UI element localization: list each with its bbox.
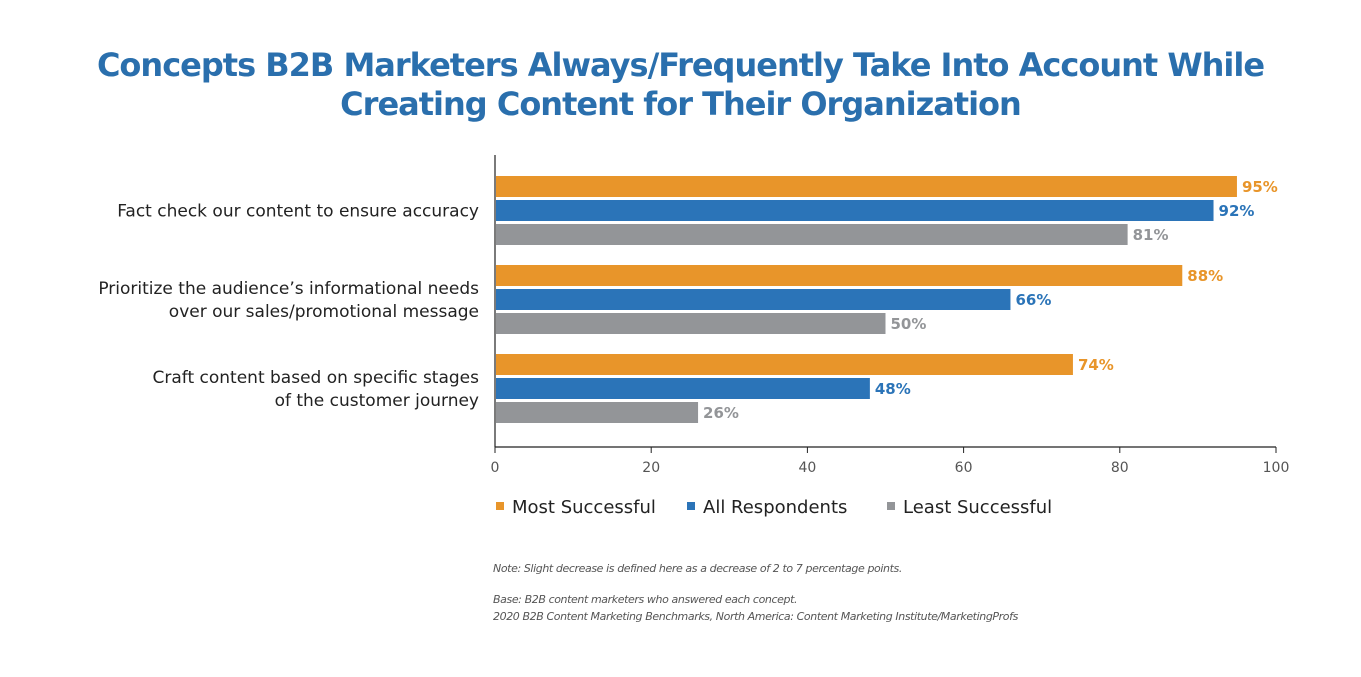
- legend-label-all-respondents: All Respondents: [703, 497, 847, 518]
- chart-title: Concepts B2B Marketers Always/Frequently…: [0, 46, 1361, 124]
- x-tick-label-0: 0: [491, 460, 500, 476]
- note-text: Note: Slight decrease is defined here as…: [493, 562, 902, 575]
- chart-title-line-2: Creating Content for Their Organization: [340, 85, 1022, 123]
- chart-title-line-1: Concepts B2B Marketers Always/Frequently…: [96, 46, 1265, 84]
- value-label-1-most-successful: 95%: [1242, 178, 1278, 196]
- value-label-2-least-successful: 50%: [891, 315, 927, 333]
- value-label-3-least-successful: 26%: [703, 404, 739, 422]
- value-label-1-least-successful: 81%: [1133, 226, 1169, 244]
- legend-label-least-successful: Least Successful: [903, 497, 1052, 518]
- legend-swatch-all-respondents: [687, 502, 695, 510]
- bar-1-least-successful: [496, 224, 1128, 245]
- bar-3-most-successful: [496, 354, 1073, 375]
- category-label-3-line-2: of the customer journey: [275, 391, 479, 411]
- value-label-2-all-respondents: 66%: [1015, 291, 1051, 309]
- base-text: Base: B2B content marketers who answered…: [493, 593, 798, 606]
- x-tick-label-3: 60: [955, 460, 973, 476]
- chart-notes: Note: Slight decrease is defined here as…: [493, 560, 1018, 625]
- category-label-2-line-1: Prioritize the audience’s informational …: [98, 279, 479, 299]
- value-label-2-most-successful: 88%: [1187, 267, 1223, 285]
- category-label-1-line-1: Fact check our content to ensure accurac…: [117, 202, 479, 222]
- value-label-1-all-respondents: 92%: [1219, 202, 1255, 220]
- bar-1-all-respondents: [496, 200, 1214, 221]
- category-label-3-line-1: Craft content based on specific stages: [152, 368, 479, 388]
- bar-2-most-successful: [496, 265, 1183, 286]
- source-text: 2020 B2B Content Marketing Benchmarks, N…: [493, 610, 1018, 623]
- value-label-3-most-successful: 74%: [1078, 356, 1114, 374]
- x-tick-label-2: 40: [798, 460, 816, 476]
- x-tick-label-5: 100: [1263, 460, 1290, 476]
- category-label-2-line-2: over our sales/promotional message: [169, 302, 479, 322]
- bar-3-least-successful: [496, 402, 699, 423]
- legend-label-most-successful: Most Successful: [512, 497, 656, 518]
- legend-swatch-most-successful: [496, 502, 504, 510]
- bar-3-all-respondents: [496, 378, 870, 399]
- legend-swatch-least-successful: [887, 502, 895, 510]
- x-tick-label-1: 20: [642, 460, 660, 476]
- bar-2-least-successful: [496, 313, 886, 334]
- value-label-3-all-respondents: 48%: [875, 380, 911, 398]
- bar-2-all-respondents: [496, 289, 1011, 310]
- x-tick-label-4: 80: [1111, 460, 1129, 476]
- bar-1-most-successful: [496, 176, 1237, 197]
